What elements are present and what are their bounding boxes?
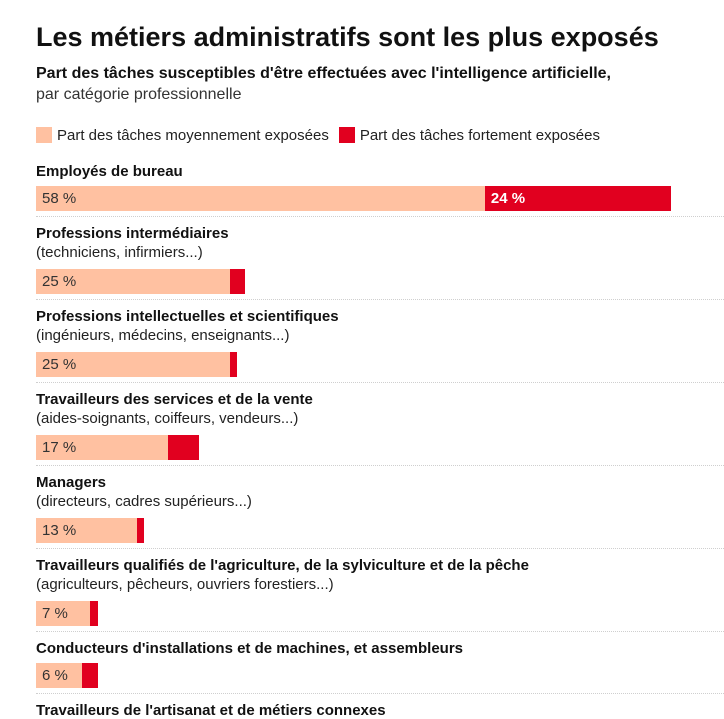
bar-moderate [36,663,83,688]
legend-label-moderate: Part des tâches moyennement exposées [57,126,329,144]
value-label-strong: 24 % [490,190,526,207]
bar-strong [167,435,199,460]
value-label-moderate: 13 % [42,522,77,539]
chart-title: Les métiers administratifs sont les plus… [36,22,659,52]
category-sublabel: (aides-soignants, coiffeurs, vendeurs...… [36,410,299,427]
category-label: Travailleurs des services et de la vente [36,391,313,408]
value-label-moderate: 25 % [42,356,77,373]
bar-moderate [36,601,91,626]
row-divider [36,465,724,466]
category-label: Professions intermédiaires [36,225,229,242]
bar-strong [229,352,238,377]
bar-moderate [36,435,168,460]
value-label-moderate: 25 % [42,273,77,290]
bar-strong [90,601,98,626]
row-divider [36,693,724,694]
bar-strong [484,186,671,211]
bar-moderate [36,269,230,294]
bar-moderate [36,518,137,543]
bar-strong [82,663,98,688]
value-label-moderate: 7 % [42,605,68,622]
category-sublabel: (agriculteurs, pêcheurs, ouvriers forest… [36,576,334,593]
category-sublabel: (techniciens, infirmiers...) [36,244,203,261]
row-divider [36,548,724,549]
subtitle-light: par catégorie professionnelle [36,86,242,103]
bar-moderate [36,186,485,211]
category-label: Travailleurs qualifiés de l'agriculture,… [36,557,529,574]
legend-swatch-moderate [36,127,52,143]
bar-strong [229,269,245,294]
row-divider [36,299,724,300]
value-label-moderate: 17 % [42,439,77,456]
row-divider [36,382,724,383]
legend-label-strong: Part des tâches fortement exposées [359,126,600,144]
legend-item-strong: Part des tâches fortement exposées [338,126,600,144]
category-label: Conducteurs d'installations et de machin… [36,640,464,657]
chart-subtitle: Part des tâches susceptibles d'être effe… [36,63,611,105]
category-label: Professions intellectuelles et scientifi… [36,308,339,325]
legend: Part des tâches moyennement exposées Par… [36,126,610,144]
category-label: Managers [36,474,107,491]
category-label: Travailleurs de l'artisanat et de métier… [36,702,386,719]
legend-item-moderate: Part des tâches moyennement exposées [36,127,329,144]
subtitle-bold: Part des tâches susceptibles d'être effe… [36,65,611,82]
bar-moderate [36,352,230,377]
category-sublabel: (ingénieurs, médecins, enseignants...) [36,327,290,344]
category-sublabel: (directeurs, cadres supérieurs...) [36,493,252,510]
category-label: Employés de bureau [36,163,183,180]
bar-strong [136,518,145,543]
row-divider [36,216,724,217]
value-label-moderate: 58 % [42,190,77,207]
row-divider [36,631,724,632]
legend-swatch-strong [338,127,355,143]
value-label-moderate: 6 % [42,667,68,684]
